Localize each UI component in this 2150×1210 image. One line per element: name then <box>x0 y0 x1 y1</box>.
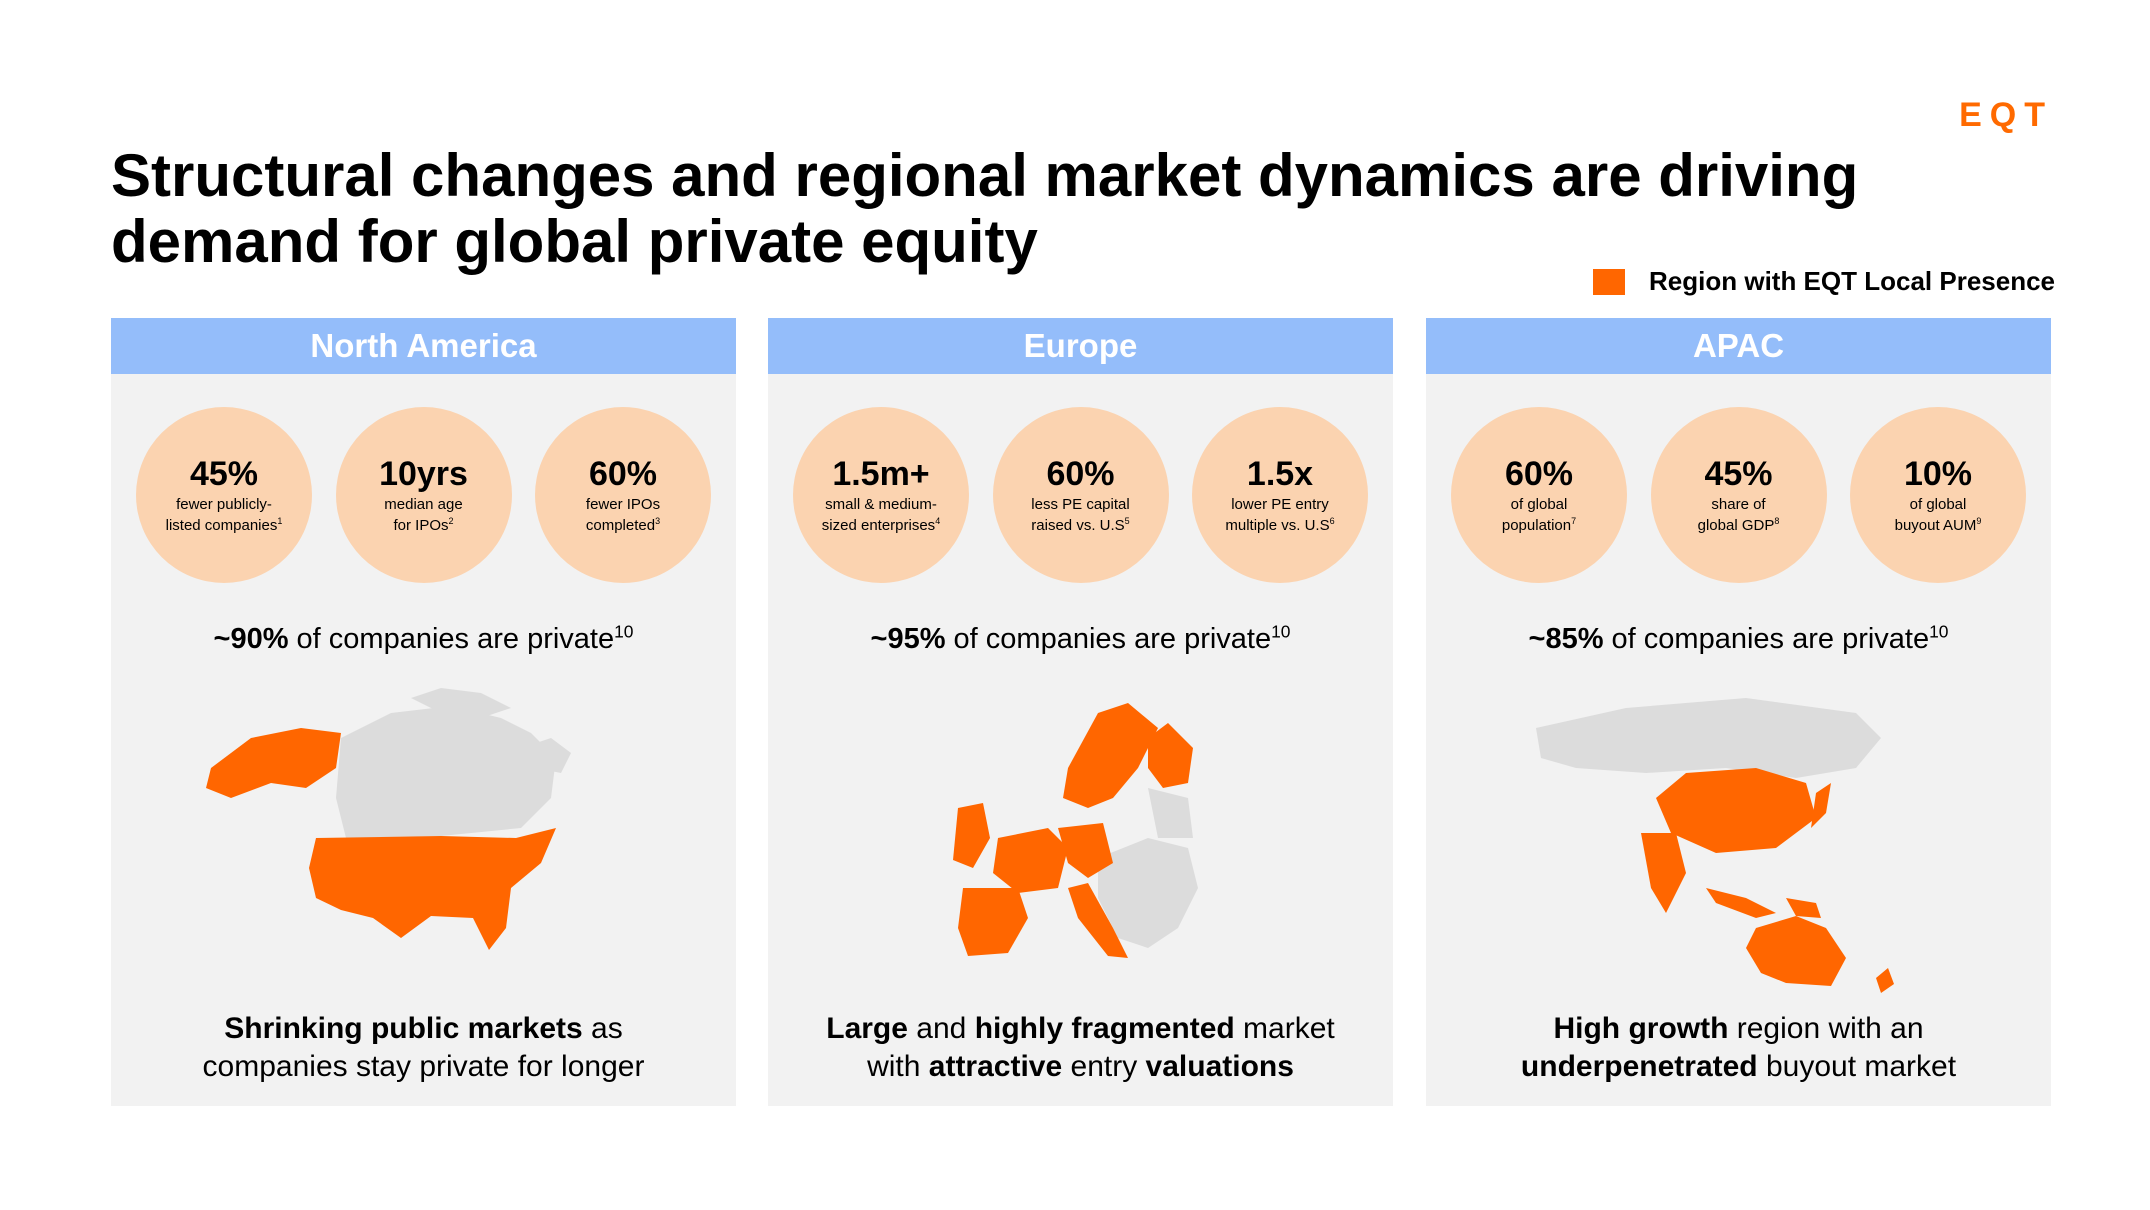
private-companies-text: ~85% of companies are private10 <box>1528 621 1949 655</box>
stat-circle: 10% of global buyout AUM9 <box>1850 407 2026 583</box>
stat-desc-line1: fewer IPOs <box>585 496 661 513</box>
stat-circles: 1.5m+ small & medium- sized enterprises4… <box>793 407 1368 583</box>
legend-swatch <box>1593 268 1626 295</box>
apac-map-icon <box>1536 698 1894 993</box>
panel-header: APAC <box>1426 318 2051 374</box>
stat-desc-line1: of global <box>1510 496 1568 513</box>
stat-circle: 10yrs median age for IPOs2 <box>335 407 512 583</box>
stat-desc-line2: global GDP8 <box>1697 516 1780 535</box>
stat-circle: 60% of global population7 <box>1451 407 1627 583</box>
stat-desc-line2: sized enterprises4 <box>821 516 941 535</box>
stat-circle: 60% fewer IPOs completed3 <box>535 407 711 583</box>
panel-north-america: North America 45% fewer publicly- listed… <box>111 318 736 1106</box>
stat-value: 1.5m+ <box>832 455 930 493</box>
stat-desc-line2: completed3 <box>585 516 661 535</box>
region-summary: Shrinking public markets as companies st… <box>202 1012 645 1083</box>
stat-value: 10% <box>1903 455 1973 493</box>
stat-circles: 60% of global population7 45% share of g… <box>1451 407 2026 583</box>
stat-desc-line1: less PE capital <box>1031 496 1130 513</box>
stat-desc-line2: raised vs. U.S5 <box>1031 516 1130 535</box>
stat-circle: 1.5m+ small & medium- sized enterprises4 <box>793 407 969 583</box>
stat-value: 1.5x <box>1246 455 1314 493</box>
private-companies-text: ~95% of companies are private10 <box>870 621 1291 655</box>
legend: Region with EQT Local Presence <box>1593 266 2055 297</box>
panel-apac: APAC 60% of global population7 45% share… <box>1426 318 2051 1106</box>
stat-desc-line1: share of <box>1711 496 1766 513</box>
europe-map-icon <box>953 703 1198 958</box>
slide-title: Structural changes and regional market d… <box>111 142 1859 275</box>
eqt-logo: EQT <box>1959 96 2053 134</box>
north-america-map-icon <box>206 688 571 950</box>
stat-value: 10yrs <box>379 455 468 493</box>
stat-value: 45% <box>1704 455 1773 493</box>
region-summary: Large and highly fragmented market with … <box>826 1012 1335 1083</box>
stat-circle: 60% less PE capital raised vs. U.S5 <box>992 407 1169 583</box>
stat-desc-line2: listed companies1 <box>165 516 283 535</box>
stat-value: 45% <box>189 455 259 493</box>
panel-header: Europe <box>768 318 1393 374</box>
stat-desc-line2: buyout AUM9 <box>1894 516 1982 535</box>
stat-value: 60% <box>1046 455 1115 493</box>
stat-circle: 45% fewer publicly- listed companies1 <box>136 407 312 583</box>
stat-desc-line2: population7 <box>1501 516 1577 535</box>
stat-desc-line2: multiple vs. U.S6 <box>1225 516 1335 535</box>
stat-desc-line2: for IPOs2 <box>393 516 454 535</box>
panel-europe: Europe 1.5m+ small & medium- sized enter… <box>768 318 1393 1106</box>
region-summary: High growth region with an underpenetrat… <box>1520 1012 1957 1083</box>
panel-header: North America <box>111 318 736 374</box>
stat-desc-line1: of global <box>1909 496 1967 513</box>
stat-circles: 45% fewer publicly- listed companies1 10… <box>136 407 711 583</box>
stat-value: 60% <box>1504 455 1574 493</box>
stat-desc-line1: median age <box>384 496 463 513</box>
private-companies-text: ~90% of companies are private10 <box>213 621 634 655</box>
stat-desc-line1: small & medium- <box>825 496 937 513</box>
stat-desc-line1: lower PE entry <box>1231 496 1329 513</box>
stat-circle: 1.5x lower PE entry multiple vs. U.S6 <box>1192 407 1368 583</box>
legend-label: Region with EQT Local Presence <box>1649 266 2055 296</box>
stat-value: 60% <box>588 455 658 493</box>
stat-circle: 45% share of global GDP8 <box>1650 407 1827 583</box>
stat-desc-line1: fewer publicly- <box>176 496 272 513</box>
